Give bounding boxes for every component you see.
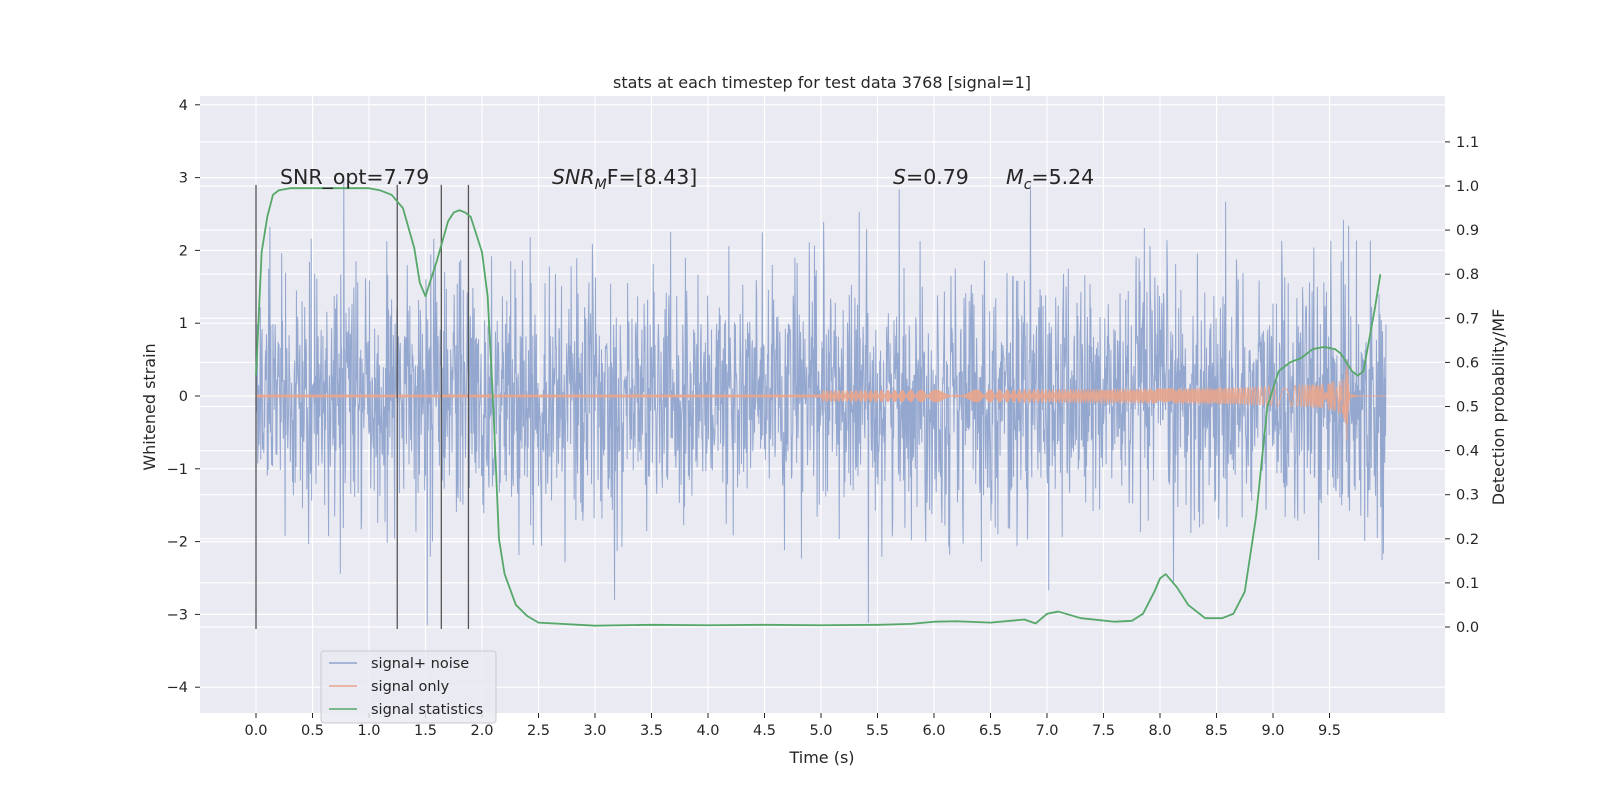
legend-label-signal-only: signal only bbox=[371, 679, 450, 695]
x-tick-label-4: 2.0 bbox=[470, 723, 493, 739]
series-signal-statistics-line bbox=[255, 187, 1382, 627]
y-left-tick-label-4: 0 bbox=[179, 389, 188, 405]
x-tick-label-18: 9.0 bbox=[1261, 723, 1284, 739]
y-right-tick-label-7: 0.7 bbox=[1456, 311, 1479, 327]
annotation-mc-symbol: M bbox=[1006, 165, 1024, 189]
y-left-tick-label-6: 2 bbox=[179, 243, 188, 259]
x-tick-label-17: 8.5 bbox=[1205, 723, 1228, 739]
y-right-tick-label-8: 0.8 bbox=[1456, 267, 1479, 283]
axis-ticks: 0.0 0.5 1.0 1.5 2.0 2.5 3.0 3.5 4.0 4.5 5.0 5.5 6.0 6… bbox=[167, 98, 1479, 739]
x-tick-label-2: 1.0 bbox=[357, 723, 380, 739]
series-signal-only-line bbox=[255, 360, 1386, 441]
annotations: SNR_opt=7.79 SNRMF=[8.43] S=0.79 Mc=5.24 bbox=[280, 165, 1094, 193]
y-left-tick-label-2: −2 bbox=[167, 535, 188, 551]
legend-label-signal-noise: signal+ noise bbox=[371, 656, 469, 672]
x-tick-label-16: 8.0 bbox=[1148, 723, 1171, 739]
annotation-mc-subscript: c bbox=[1024, 177, 1032, 193]
y-right-tick-label-3: 0.3 bbox=[1456, 488, 1479, 504]
x-tick-label-10: 5.0 bbox=[809, 723, 832, 739]
y-axis-label-right: Detection probability/MF bbox=[1489, 309, 1508, 506]
series-signal-noise-line bbox=[255, 177, 1387, 626]
y-right-tick-label-6: 0.6 bbox=[1456, 355, 1479, 371]
y-left-tick-label-5: 1 bbox=[179, 316, 188, 332]
annotation-snr-mf-subscript: M bbox=[595, 177, 607, 193]
x-tick-label-5: 2.5 bbox=[527, 723, 550, 739]
y-left-tick-label-1: −3 bbox=[167, 607, 188, 623]
y-right-tick-label-9: 0.9 bbox=[1456, 223, 1479, 239]
x-tick-label-0: 0.0 bbox=[244, 723, 267, 739]
annotation-s: S=0.79 bbox=[893, 165, 969, 189]
chart-title: stats at each timestep for test data 376… bbox=[613, 73, 1031, 92]
x-tick-label-11: 5.5 bbox=[866, 723, 889, 739]
x-tick-label-12: 6.0 bbox=[922, 723, 945, 739]
x-axis-label: Time (s) bbox=[788, 748, 854, 767]
y-right-tick-label-2: 0.2 bbox=[1456, 532, 1479, 548]
x-tick-label-19: 9.5 bbox=[1318, 723, 1341, 739]
y-right-tick-label-1: 0.1 bbox=[1456, 576, 1479, 592]
x-tick-label-6: 3.0 bbox=[583, 723, 606, 739]
annotation-s-symbol: S bbox=[893, 165, 906, 189]
y-right-tick-label-5: 0.5 bbox=[1456, 400, 1479, 416]
annotation-snr-mf-value: F=[8.43] bbox=[607, 165, 698, 189]
y-left-tick-label-7: 3 bbox=[179, 171, 188, 187]
x-tick-label-13: 6.5 bbox=[979, 723, 1002, 739]
x-tick-label-15: 7.5 bbox=[1092, 723, 1115, 739]
annotation-snr-mf: SNRMF=[8.43] bbox=[552, 165, 697, 193]
data-area bbox=[255, 177, 1387, 629]
annotation-s-value: =0.79 bbox=[906, 165, 969, 189]
legend-box bbox=[320, 650, 497, 724]
y-right-tick-label-4: 0.4 bbox=[1456, 444, 1479, 460]
y-right-tick-label-11: 1.1 bbox=[1456, 135, 1479, 151]
annotation-mc: Mc=5.24 bbox=[1006, 165, 1094, 193]
x-tick-label-14: 7.0 bbox=[1035, 723, 1058, 739]
y-left-tick-label-0: −4 bbox=[167, 680, 188, 696]
y-axis-label-left: Whitened strain bbox=[140, 343, 159, 470]
annotation-snr-mf-symbol: SNR bbox=[552, 165, 595, 189]
legend: signal+ noise signal only signal statist… bbox=[320, 650, 497, 724]
x-tick-label-3: 1.5 bbox=[414, 723, 437, 739]
x-tick-label-1: 0.5 bbox=[301, 723, 324, 739]
x-tick-label-7: 3.5 bbox=[640, 723, 663, 739]
y-right-tick-label-0: 0.0 bbox=[1456, 620, 1479, 636]
legend-label-signal-statistics: signal statistics bbox=[371, 702, 483, 718]
y-right-tick-label-10: 1.0 bbox=[1456, 179, 1479, 195]
x-tick-label-9: 4.5 bbox=[753, 723, 776, 739]
x-tick-label-8: 4.0 bbox=[696, 723, 719, 739]
y-left-tick-label-3: −1 bbox=[167, 462, 188, 478]
annotation-snr-opt: SNR_opt=7.79 bbox=[280, 165, 429, 190]
annotation-mc-value: =5.24 bbox=[1031, 165, 1094, 189]
y-left-tick-label-8: 4 bbox=[179, 98, 188, 114]
